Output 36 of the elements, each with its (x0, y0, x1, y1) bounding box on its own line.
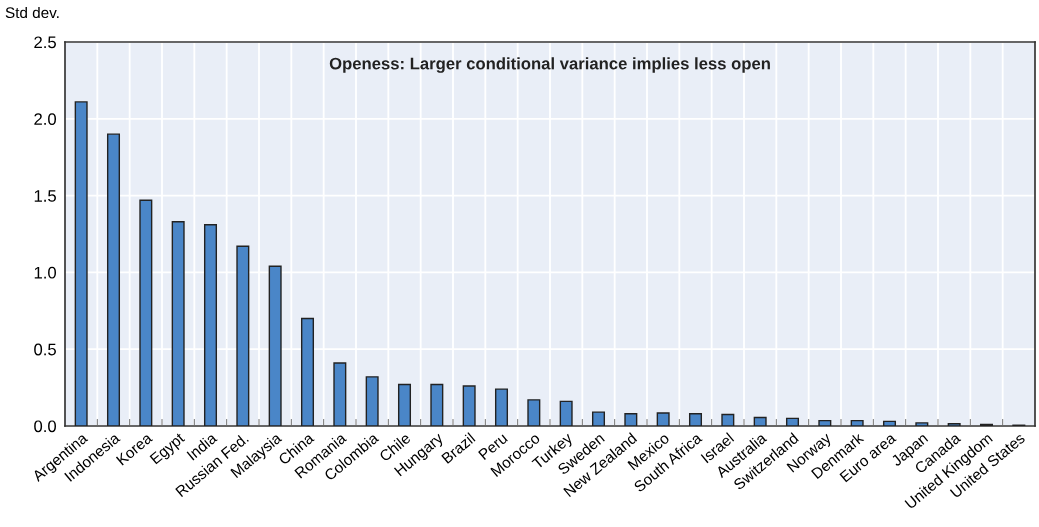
bar (74, 101, 88, 426)
y-axis-title: Std dev. (5, 6, 59, 19)
bar (333, 362, 347, 426)
y-tick-label: 2.0 (34, 113, 57, 125)
bar (203, 224, 218, 426)
bar (785, 417, 800, 426)
bar (268, 265, 282, 426)
bar (430, 383, 444, 426)
text: Openess: Larger conditional variance implies less open (329, 57, 770, 73)
bar (624, 413, 638, 426)
bar (527, 399, 541, 426)
y-tick-label: 0.5 (34, 343, 56, 356)
bar (139, 199, 153, 426)
bar (494, 388, 509, 426)
bar (591, 411, 606, 426)
bar (300, 317, 315, 426)
bar (850, 419, 864, 426)
bar (947, 423, 961, 426)
bar (688, 413, 703, 426)
bar (818, 419, 832, 426)
bar (721, 413, 735, 426)
bar (106, 133, 121, 426)
y-tick-label: 1.0 (34, 266, 57, 279)
bar (753, 416, 767, 426)
bar (559, 400, 573, 426)
y-tick-label: 2.5 (34, 36, 56, 49)
bar (915, 422, 929, 426)
bar (365, 376, 379, 426)
bar (171, 221, 185, 426)
y-tick-label: 1.5 (34, 190, 56, 202)
bar (397, 383, 412, 426)
bar (656, 412, 670, 426)
bar (882, 420, 897, 426)
y-tick-label: 0.0 (34, 420, 57, 433)
bar (462, 385, 476, 426)
bar (236, 245, 250, 426)
